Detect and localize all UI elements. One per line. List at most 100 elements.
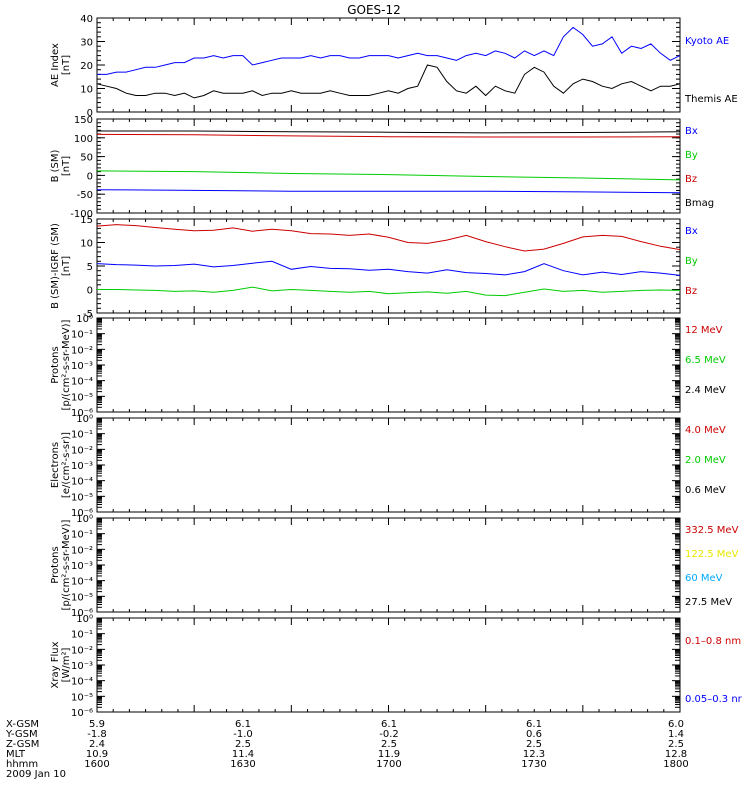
y-tick-label: 10⁻² (71, 345, 93, 356)
y-tick-label: 10⁻⁶ (71, 708, 93, 719)
y-tick-label: 10⁻² (71, 445, 93, 456)
legend-entry: Bz (685, 174, 697, 185)
y-axis-label: Protons [p/(cm²-s-sr-MeV)] (50, 519, 72, 610)
y-tick-label: 10⁰ (76, 414, 93, 425)
y-tick-label: 150 (74, 115, 93, 126)
panel-frame (96, 517, 681, 613)
y-tick-label: 40 (80, 14, 93, 25)
y-tick-label: 10⁰ (76, 514, 93, 525)
legend-entry: 332.5 MeV (685, 525, 739, 536)
x-axis-value: 2.5 (668, 739, 684, 750)
x-axis-value: 2.5 (526, 739, 542, 750)
panel-frame (96, 317, 681, 413)
legend-entry: 6.5 MeV (685, 355, 726, 366)
panel-frame (96, 17, 681, 113)
y-tick-label: 5 (87, 262, 93, 273)
y-tick-label: 10⁻⁶ (71, 508, 93, 519)
y-axis-label-line: Protons (50, 546, 61, 583)
y-tick-label: 10⁻³ (71, 461, 93, 472)
y-tick-label: 10⁻⁴ (71, 677, 93, 688)
x-axis-value: 10.9 (86, 749, 108, 760)
y-tick-label: 10⁻¹ (71, 630, 93, 641)
y-tick-label: 10⁻⁵ (71, 592, 93, 603)
series-line (96, 260, 681, 276)
x-axis-row-label: hhmm (6, 759, 38, 770)
y-axis-label-line: Electrons (50, 442, 61, 488)
panel-b-minus-igrf: -5 0 5 10 15 B (SM)-IGRF (SM) [nT] Bx By Bz (50, 215, 698, 320)
y-tick-label: 10⁻¹ (71, 330, 93, 341)
x-axis-value: 11.9 (378, 749, 400, 760)
x-axis-value: 6.1 (235, 719, 251, 730)
y-tick-label: 10 (80, 85, 93, 96)
y-tick-label: 10⁻⁴ (71, 577, 93, 588)
x-axis-value: 1700 (376, 759, 401, 770)
y-tick-label: 10⁻² (71, 545, 93, 556)
legend-entry: By (685, 256, 698, 267)
x-axis-value: 2.4 (89, 739, 105, 750)
panel-ae: 0 10 20 30 40 AE Index [nT] Kyoto AE Themis AE (50, 14, 738, 119)
panel-frame (96, 417, 681, 513)
y-tick-label: 30 (80, 38, 93, 49)
series-line (97, 26, 681, 75)
y-tick-label: -50 (77, 190, 93, 201)
y-axis-label-line: B (SM) (50, 149, 61, 182)
legend-entry: 0.05–0.3 nr (685, 694, 743, 705)
x-axis-value: 2.5 (381, 739, 397, 750)
legend-entry: 122.5 MeV (685, 549, 739, 560)
y-tick-label: 10⁻³ (71, 561, 93, 572)
legend-entry: Bx (685, 226, 698, 237)
y-axis-label-line: B (SM)-IGRF (SM) (50, 223, 61, 309)
y-tick-label: -100 (70, 209, 93, 220)
y-tick-label: -5 (83, 309, 93, 320)
y-axis-label-line: [nT] (61, 55, 72, 75)
x-axis-table: X-GSM 5.9 6.1 6.1 6.1 6.0 Y-GSM -1.8 -1.0 -0.2 0.6… (5, 719, 689, 780)
x-axis-value: 1630 (230, 759, 255, 770)
y-tick-label: 10⁻⁵ (71, 392, 93, 403)
x-axis-value: 2.5 (235, 739, 251, 750)
x-axis-value: 1600 (84, 759, 109, 770)
x-axis-row-label: Z-GSM (6, 739, 39, 750)
legend-entry: 27.5 MeV (685, 597, 732, 608)
y-tick-label: 0 (87, 171, 93, 182)
y-tick-label: 10⁻³ (71, 361, 93, 372)
y-tick-label: 15 (80, 215, 93, 226)
series-line (96, 189, 681, 194)
x-axis-row-label: Y-GSM (5, 729, 38, 740)
legend-entry: 12 MeV (685, 325, 723, 336)
legend-entry: By (685, 150, 698, 161)
legend-entry: 2.0 MeV (685, 455, 726, 466)
y-tick-label: 20 (80, 61, 93, 72)
panel-frame (96, 118, 681, 214)
y-axis-label: Electrons [e/(cm²-s-sr)] (50, 432, 72, 498)
x-axis-value: 1730 (521, 759, 546, 770)
series-line (97, 286, 681, 297)
y-axis-label-line: Protons (50, 346, 61, 383)
y-axis-label-line: [W/m²] (61, 647, 72, 682)
legend-entry: 0.6 MeV (685, 485, 726, 496)
panel-frame (96, 617, 681, 713)
series-line (96, 170, 681, 181)
series-line (96, 224, 681, 252)
y-axis-label-line: [e/(cm²-s-sr)] (61, 432, 72, 498)
x-axis-value: 1.4 (668, 729, 684, 740)
x-axis-value: -1.0 (233, 729, 253, 740)
chart-title: GOES-12 (347, 3, 401, 17)
x-axis-value: 11.4 (232, 749, 254, 760)
y-tick-label: 10⁰ (76, 614, 93, 625)
y-axis-label-line: [nT] (61, 156, 72, 176)
y-tick-label: 10⁰ (76, 314, 93, 325)
y-tick-label: 10⁻² (71, 645, 93, 656)
y-tick-label: 10⁻⁵ (71, 492, 93, 503)
series-line (96, 64, 681, 99)
y-axis-label-line: [p/(cm²-s-sr-MeV)] (61, 519, 72, 610)
panel-xray: 10⁰ 10⁻¹ 10⁻² 10⁻³ 10⁻⁴ 10⁻⁵ 10⁻⁶ Xray Flux [W/m… (50, 614, 743, 719)
legend-entry: 4.0 MeV (685, 425, 726, 436)
x-axis-value: 12.3 (523, 749, 545, 760)
y-axis-label: B (SM)-IGRF (SM) [nT] (50, 223, 72, 309)
x-axis-value: -1.8 (87, 729, 107, 740)
y-tick-label: 10⁻⁴ (71, 377, 93, 388)
